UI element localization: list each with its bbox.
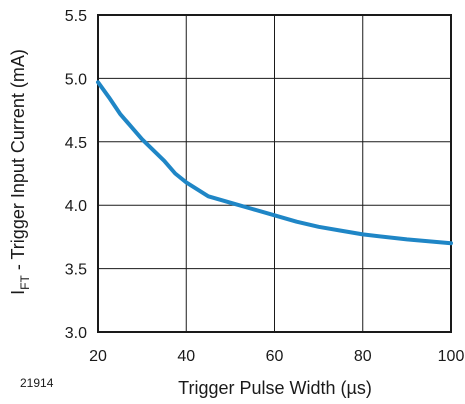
y-axis-title-sub: FT (18, 275, 32, 290)
x-tick-label: 40 (177, 348, 195, 365)
y-tick-label: 5.5 (65, 8, 87, 25)
grid (97, 14, 452, 333)
series-line (96, 80, 453, 246)
x-tick-labels: 20 40 60 80 100 (89, 348, 464, 365)
plot-frame (97, 14, 452, 333)
y-tick-label: 3.0 (65, 325, 87, 342)
y-tick-label: 4.0 (65, 198, 87, 215)
x-tick-label: 100 (438, 348, 465, 365)
x-tick-label: 20 (89, 348, 107, 365)
y-axis-title-main: I (8, 290, 28, 295)
x-tick-label: 60 (266, 348, 284, 365)
figure-id: 21914 (20, 376, 54, 390)
y-axis-title: IFT - Trigger Input Current (mA) (8, 49, 32, 295)
y-tick-label: 5.0 (65, 71, 87, 88)
x-axis-title: Trigger Pulse Width (µs) (178, 378, 372, 398)
y-tick-label: 4.5 (65, 135, 87, 152)
y-tick-label: 3.5 (65, 262, 87, 279)
y-axis-title-rest: - Trigger Input Current (mA) (8, 49, 28, 275)
x-tick-label: 80 (354, 348, 372, 365)
y-tick-labels: 3.0 3.5 4.0 4.5 5.0 5.5 (65, 8, 87, 342)
